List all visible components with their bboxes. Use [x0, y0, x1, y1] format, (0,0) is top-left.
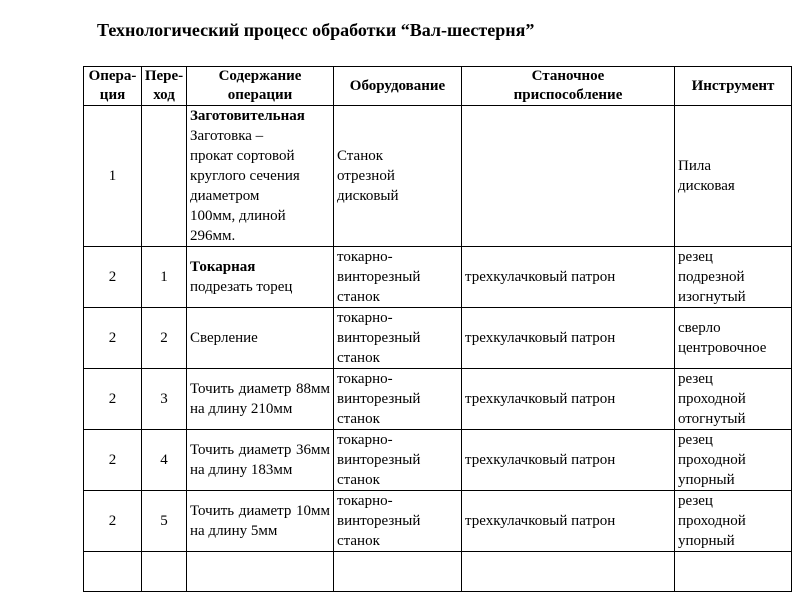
cell-step: 2: [141, 307, 187, 369]
document-title: Технологический процесс обработки “Вал-ш…: [97, 20, 535, 40]
cell-equipment: токарно- винторезный станок: [333, 307, 462, 369]
cell-equipment: токарно- винторезный станок: [333, 246, 462, 308]
empty-cell: [333, 551, 462, 592]
header-equipment: Оборудование: [333, 66, 462, 106]
empty-cell: [186, 551, 334, 592]
operation-description: подрезать торец: [190, 279, 293, 295]
header-fixture: Станочное приспособление: [461, 66, 675, 106]
cell-step: 1: [141, 246, 187, 308]
cell-operation: 2: [83, 490, 142, 552]
cell-content: Токарная подрезать торец: [186, 246, 334, 308]
cell-step: 3: [141, 368, 187, 430]
empty-cell: [83, 551, 142, 592]
table-row: 1 Заготовительная Заготовка – прокат сорто…: [83, 105, 792, 247]
table-row: 2 4 Точить диаметр 36мм на длину 183мм тока…: [83, 429, 792, 491]
cell-equipment: токарно- винторезный станок: [333, 368, 462, 430]
operation-description: Заготовка – прокат сортовой круглого сеч…: [190, 128, 300, 244]
cell-equipment: токарно- винторезный станок: [333, 490, 462, 552]
cell-tool: резец проходной упорный: [674, 429, 792, 491]
cell-content: Точить диаметр 36мм на длину 183мм: [186, 429, 334, 491]
cell-content: Заготовительная Заготовка – прокат сортов…: [186, 105, 334, 247]
header-content: Содержание операции: [186, 66, 334, 106]
cell-step: 4: [141, 429, 187, 491]
cell-content: Точить диаметр 10мм на длину 5мм: [186, 490, 334, 552]
table-row: 2 5 Точить диаметр 10мм на длину 5мм токарн…: [83, 490, 792, 552]
cell-step: 5: [141, 490, 187, 552]
cell-operation: 1: [83, 105, 142, 247]
cell-operation: 2: [83, 307, 142, 369]
cell-operation: 2: [83, 368, 142, 430]
table-row: 2 1 Токарная подрезать торец токарно- винтор…: [83, 246, 792, 308]
cell-tool: резец подрезной изогнутый: [674, 246, 792, 308]
empty-cell: [461, 551, 675, 592]
cell-fixture: трехкулачковый патрон: [461, 429, 675, 491]
header-step: Пере- ход: [141, 66, 187, 106]
operation-description: Точить диаметр 88мм на длину 210мм: [190, 381, 330, 417]
table-row: 2 2 Сверление токарно- винторезный станок тр…: [83, 307, 792, 369]
cell-operation: 2: [83, 246, 142, 308]
operation-name: Заготовительная: [190, 108, 305, 124]
cell-tool: Пила дисковая: [674, 105, 792, 247]
operation-description: Точить диаметр 36мм на длину 183мм: [190, 442, 330, 478]
cell-fixture: [461, 105, 675, 247]
cell-equipment: Станок отрезной дисковый: [333, 105, 462, 247]
cell-operation: 2: [83, 429, 142, 491]
table-header-row: Опера- ция Пере- ход Содержание операции…: [83, 66, 792, 106]
table-row: 2 3 Точить диаметр 88мм на длину 210мм тока…: [83, 368, 792, 430]
empty-cell: [141, 551, 187, 592]
cell-step: [141, 105, 187, 247]
cell-fixture: трехкулачковый патрон: [461, 307, 675, 369]
cell-fixture: трехкулачковый патрон: [461, 246, 675, 308]
operation-description: Точить диаметр 10мм на длину 5мм: [190, 503, 330, 539]
header-operation: Опера- ция: [83, 66, 142, 106]
operation-name: Токарная: [190, 259, 256, 275]
cell-content: Точить диаметр 88мм на длину 210мм: [186, 368, 334, 430]
cell-fixture: трехкулачковый патрон: [461, 368, 675, 430]
cell-equipment: токарно- винторезный станок: [333, 429, 462, 491]
operation-description: Сверление: [190, 330, 258, 346]
table-row: [83, 551, 792, 592]
cell-tool: резец проходной упорный: [674, 490, 792, 552]
process-table: Опера- ция Пере- ход Содержание операции…: [83, 66, 792, 592]
header-tool: Инструмент: [674, 66, 792, 106]
cell-tool: сверло центровочное: [674, 307, 792, 369]
cell-tool: резец проходной отогнутый: [674, 368, 792, 430]
cell-content: Сверление: [186, 307, 334, 369]
empty-cell: [674, 551, 792, 592]
cell-fixture: трехкулачковый патрон: [461, 490, 675, 552]
